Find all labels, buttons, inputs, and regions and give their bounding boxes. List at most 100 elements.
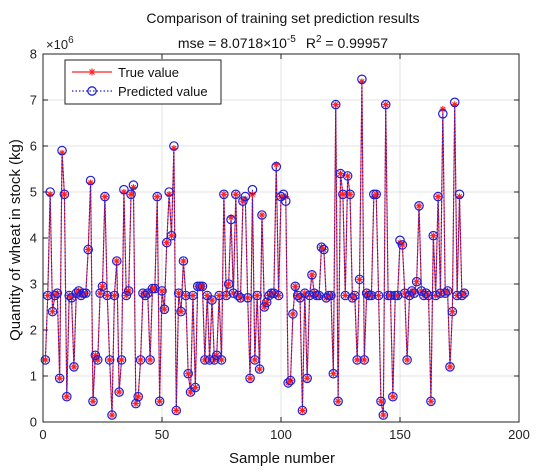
predicted-value-marker [47, 306, 58, 317]
y-tick-label: 8 [30, 47, 37, 62]
predicted-value-marker [423, 290, 434, 301]
true-value-marker [146, 356, 154, 364]
chart-subtitle: mse = 8.0718×10-5 R2 = 0.99957 [178, 34, 388, 51]
asterisk-stroke [383, 101, 389, 108]
predicted-value-marker [380, 99, 391, 110]
predicted-value-marker [373, 290, 384, 301]
predicted-value-marker [238, 196, 248, 206]
asterisk-stroke [106, 357, 113, 363]
predicted-value-marker [216, 355, 227, 365]
asterisk-stroke [225, 281, 232, 287]
asterisk-stroke [118, 357, 125, 363]
y-tick-label: 7 [30, 93, 37, 108]
predicted-value-marker [90, 350, 101, 361]
true-value-marker [89, 398, 97, 405]
predicted-value-marker [364, 290, 374, 301]
true-value-marker [161, 306, 168, 313]
predicted-value-marker [376, 396, 386, 407]
predicted-value-marker [230, 189, 241, 200]
true-value-marker [111, 292, 118, 299]
predicted-value-marker [240, 191, 251, 202]
true-value-marker [132, 400, 140, 407]
predicted-value-marker [221, 290, 232, 301]
asterisk-stroke [447, 364, 453, 370]
true-value-marker [337, 170, 344, 177]
true-value-marker [189, 292, 197, 299]
r2-value: = 0.99957 [322, 35, 389, 51]
predicted-value-marker [411, 276, 422, 287]
predicted-value-marker [190, 382, 201, 393]
true-value-marker [187, 388, 194, 396]
true-value-marker [334, 398, 342, 405]
asterisk-stroke [252, 357, 258, 363]
predicted-value-marker [97, 281, 108, 292]
predicted-value-marker [383, 290, 393, 301]
asterisk-stroke [76, 288, 82, 294]
predicted-value-marker [102, 290, 113, 301]
asterisk-stroke [176, 290, 182, 296]
asterisk-stroke [95, 357, 101, 363]
true-value-marker [446, 363, 454, 370]
predicted-value-marker [269, 288, 279, 298]
asterisk-stroke [90, 398, 96, 404]
asterisk-stroke [178, 308, 184, 315]
predicted-value-marker [378, 410, 389, 420]
predicted-value-marker [309, 288, 320, 298]
true-value-marker [380, 411, 387, 419]
predicted-value-marker [83, 244, 94, 255]
predicted-value-marker [166, 230, 177, 241]
asterisk-stroke [254, 292, 260, 299]
predicted-value-marker [150, 283, 160, 294]
predicted-value-marker [233, 290, 243, 301]
predicted-value-marker [392, 290, 403, 301]
asterisk-stroke [183, 292, 189, 299]
asterisk-stroke [128, 191, 134, 197]
asterisk-stroke [390, 394, 396, 400]
asterisk-stroke [156, 398, 163, 404]
asterisk-stroke [135, 394, 141, 400]
true-value-marker [63, 393, 70, 400]
true-value-marker [156, 398, 163, 405]
asterisk-stroke [306, 292, 313, 299]
true-value-marker [427, 398, 435, 405]
predicted-value-marker [304, 290, 315, 301]
asterisk-stroke [404, 357, 410, 363]
x-tick-label: 150 [389, 427, 411, 442]
predicted-value-marker [250, 355, 260, 365]
predicted-value-marker [397, 240, 408, 250]
predicted-value-marker [123, 286, 134, 296]
asterisk-stroke [54, 290, 60, 296]
asterisk-stroke [123, 292, 129, 299]
predicted-value-marker [421, 288, 431, 298]
asterisk-stroke [309, 272, 315, 278]
true-value-marker [244, 294, 251, 301]
true-value-marker [49, 308, 56, 315]
asterisk-stroke [223, 292, 229, 299]
asterisk-stroke [126, 288, 132, 294]
asterisk-stroke [230, 290, 237, 296]
predicted-value-marker [278, 189, 289, 200]
true-value-marker [106, 356, 113, 364]
predicted-value-marker [133, 391, 143, 402]
asterisk-stroke [102, 193, 108, 200]
predicted-value-marker [335, 168, 346, 179]
predicted-value-marker [414, 201, 424, 211]
asterisk-stroke [461, 290, 467, 296]
predicted-value-marker [273, 290, 284, 301]
true-value-marker [415, 202, 423, 209]
predicted-value-marker [214, 290, 224, 301]
predicted-value-marker [264, 290, 274, 301]
predicted-value-marker [181, 290, 191, 301]
asterisk-stroke [214, 352, 220, 358]
asterisk-stroke [259, 212, 265, 218]
true-value-marker [123, 292, 130, 299]
asterisk-stroke [354, 357, 360, 363]
y-multiplier: ×106 [46, 35, 74, 52]
asterisk-stroke [221, 191, 227, 197]
true-value-marker [99, 283, 106, 290]
asterisk-stroke [204, 292, 210, 299]
legend-true-marker [88, 68, 96, 76]
asterisk-stroke [89, 69, 95, 75]
asterisk-stroke [92, 352, 99, 358]
asterisk-stroke [380, 412, 386, 418]
